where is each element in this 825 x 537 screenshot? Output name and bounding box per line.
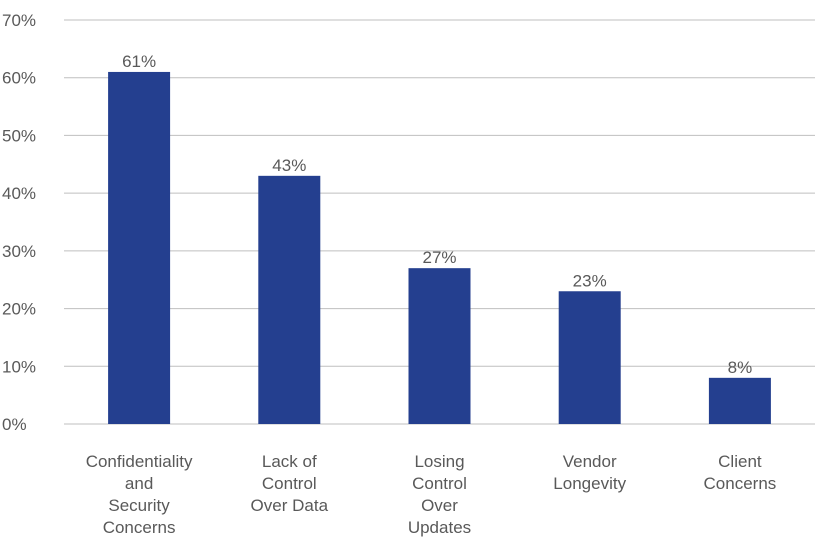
y-tick-label-10: 10% — [2, 357, 36, 376]
category-label-2-line-2: Over — [421, 496, 458, 515]
y-tick-label-30: 30% — [2, 242, 36, 261]
category-label-0-line-0: Confidentiality — [86, 452, 193, 471]
category-label-1: Lack of Control Over Data — [251, 452, 329, 515]
y-tick-label-0: 0% — [2, 415, 27, 434]
category-label-3-line-0: Vendor — [563, 452, 617, 471]
category-label-2: Losing Control Over Updates — [408, 452, 471, 537]
data-label-2: 27% — [422, 248, 456, 267]
category-label-0: Confidentiality and Security Concerns — [86, 452, 193, 537]
category-label-0-line-3: Concerns — [103, 518, 176, 537]
bars — [108, 71, 771, 424]
bar-1 — [258, 175, 321, 424]
category-label-1-line-0: Lack of — [262, 452, 317, 471]
y-tick-label-20: 20% — [2, 300, 36, 319]
y-tick-label-60: 60% — [2, 69, 36, 88]
bar-0 — [108, 71, 171, 424]
category-label-3-line-1: Longevity — [553, 474, 626, 493]
category-label-4-line-0: Client — [718, 452, 762, 471]
category-label-0-line-1: and — [125, 474, 153, 493]
bar-2 — [408, 268, 471, 424]
category-labels: Confidentiality and Security Concerns Lack o… — [86, 452, 777, 537]
category-label-1-line-2: Over Data — [251, 496, 329, 515]
category-label-2-line-3: Updates — [408, 518, 471, 537]
category-label-2-line-1: Control — [412, 474, 467, 493]
y-axis-ticks: 0% 10% 20% 30% 40% 50% 60% 70% — [2, 11, 36, 434]
category-label-4: Client Concerns — [704, 452, 777, 493]
y-tick-label-40: 40% — [2, 184, 36, 203]
data-label-3: 23% — [573, 271, 607, 290]
category-label-3: Vendor Longevity — [553, 452, 626, 493]
y-tick-label-50: 50% — [2, 126, 36, 145]
data-label-0: 61% — [122, 52, 156, 71]
data-labels: 61% 43% 27% 23% 8% — [122, 52, 752, 377]
category-label-2-line-0: Losing — [414, 452, 464, 471]
category-label-0-line-2: Security — [108, 496, 170, 515]
bar-4 — [708, 377, 771, 424]
y-tick-label-70: 70% — [2, 11, 36, 30]
data-label-4: 8% — [728, 358, 753, 377]
category-label-1-line-1: Control — [262, 474, 317, 493]
data-label-1: 43% — [272, 156, 306, 175]
category-label-4-line-1: Concerns — [704, 474, 777, 493]
bar-3 — [558, 291, 621, 424]
